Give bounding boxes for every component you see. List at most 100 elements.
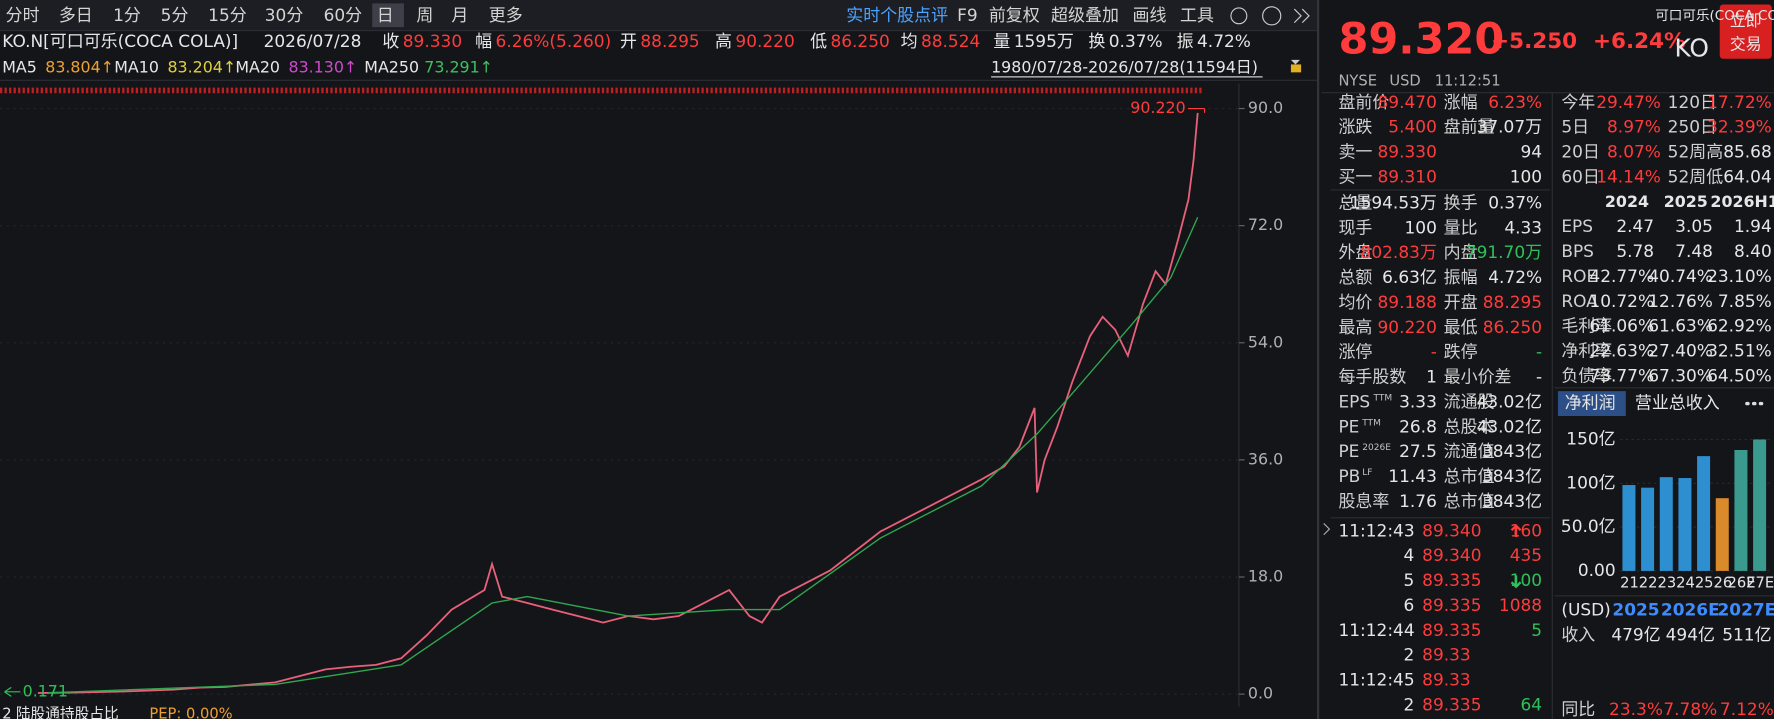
period-tab[interactable]: 多日 [59, 5, 93, 25]
bar [1659, 477, 1673, 571]
cell-value: 3843亿 [1482, 466, 1542, 486]
cell-value: 37.07万 [1477, 117, 1543, 137]
fin-value: 73.77% [1589, 365, 1654, 385]
button-label: 立即 [1730, 11, 1762, 30]
period-tab[interactable]: 分时 [6, 5, 40, 25]
field-label: 均 [901, 31, 918, 51]
collapse-icon[interactable] [1293, 8, 1310, 24]
active-tab-bg [1557, 391, 1626, 417]
forecast-value: 7.78% [1663, 699, 1717, 719]
period-tab[interactable]: 日 [377, 5, 394, 25]
tick-price: 89.335 [1422, 620, 1481, 640]
period-tab[interactable]: 更多 [489, 5, 523, 25]
tick-arrow [1510, 575, 1522, 589]
period-tab[interactable]: 60分 [324, 5, 363, 25]
perf-value: 17.72% [1707, 92, 1772, 112]
tool-button[interactable]: 画线 [1133, 5, 1167, 25]
cell-value: 802.83万 [1361, 242, 1437, 262]
cell-value: 89.310 [1378, 166, 1437, 186]
footer-value: PEP: 0.00% [149, 705, 232, 719]
cell-value: 3.33 [1399, 391, 1437, 411]
forecast-value: 494亿 [1666, 624, 1715, 644]
cell-label: EPS [1338, 391, 1370, 411]
x-tick-label: 27E [1746, 574, 1774, 591]
period-tab[interactable]: 月 [451, 5, 468, 25]
dropdown-icon[interactable] [1290, 59, 1300, 65]
symbol: KO.N[可口可乐(COCA COLA)] [2, 31, 238, 51]
fin-header: 2024 [1605, 192, 1649, 211]
cell-label: 总额 [1338, 267, 1372, 287]
lock-icon[interactable] [1290, 64, 1302, 73]
forecast-value: 23.3% [1609, 699, 1663, 719]
forecast-header: 2027E [1717, 599, 1774, 619]
fin-value: 5.78 [1616, 241, 1654, 261]
cell-value: - [1536, 342, 1542, 362]
cell-value: 90.220 [1378, 317, 1437, 337]
tick-time: 11:12:44 [1338, 620, 1414, 640]
bar [1734, 449, 1748, 571]
cell-label: 卖一 [1338, 142, 1372, 162]
perf-value: 14.14% [1596, 166, 1661, 186]
cell-value: 3843亿 [1482, 441, 1542, 461]
fin-value: 12.76% [1648, 291, 1713, 311]
chart-tab[interactable]: 营业总收入 [1635, 393, 1720, 413]
cell-value: 1.76 [1399, 491, 1437, 511]
cell-label: 换手 [1444, 192, 1478, 212]
fin-label: 净利率 [1561, 341, 1612, 361]
field-value: 1595万 [1014, 31, 1074, 51]
tick-volume: 64 [1521, 694, 1543, 714]
tick-time: 6 [1403, 595, 1414, 615]
low-arrow [4, 686, 21, 697]
tool-button[interactable]: F9 [957, 5, 978, 25]
expand-arrow[interactable] [1323, 523, 1331, 536]
x-tick-label: 26 [1713, 574, 1732, 591]
fin-header: 2026H1 [1710, 192, 1774, 211]
y-tick-label: 72.0 [1248, 215, 1283, 234]
tick-arrow [1510, 524, 1522, 537]
tool-button[interactable]: 工具 [1180, 5, 1214, 25]
period-tab[interactable]: 30分 [265, 5, 304, 25]
date-range[interactable]: 1980/07/28-2026/07/28(11594日) [991, 57, 1258, 76]
fin-label: EPS [1561, 216, 1593, 236]
tick-price: 89.335 [1422, 595, 1481, 615]
tool-button[interactable]: 前复权 [989, 5, 1040, 25]
period-tab[interactable]: 15分 [208, 5, 247, 25]
button-label: 交易 [1730, 35, 1762, 54]
cell-label: PE [1338, 416, 1359, 436]
cell-value: 6.23% [1488, 92, 1542, 112]
tick-time: 5 [1403, 570, 1414, 590]
cell-label: 每手股数 [1338, 367, 1406, 387]
perf-value: 8.07% [1607, 142, 1661, 162]
fin-label: 毛利率 [1561, 316, 1612, 336]
cell-value: - [1431, 342, 1437, 362]
perf-label: 52周高 [1668, 142, 1724, 162]
x-tick-label: 24 [1676, 574, 1695, 591]
trade-button[interactable] [1719, 4, 1772, 59]
tool-button[interactable]: 实时个股点评 [846, 5, 948, 25]
tool-button[interactable]: 超级叠加 [1051, 5, 1119, 25]
cell-label: 外盘 [1338, 242, 1372, 262]
period-tab[interactable]: 周 [416, 5, 433, 25]
forecast-value: 479亿 [1611, 624, 1660, 644]
perf-label: 今年 [1561, 92, 1595, 112]
tick-time: 2 [1403, 645, 1414, 665]
period-tab[interactable]: 5分 [161, 5, 189, 25]
cell-value: - [1536, 367, 1542, 387]
settings-icon[interactable] [1230, 7, 1248, 25]
cell-label: 内盘 [1444, 242, 1478, 262]
forecast-header: 2026E [1661, 599, 1720, 619]
superscript: LF [1362, 468, 1372, 478]
cell-value: 43.02亿 [1477, 416, 1543, 436]
help-icon[interactable] [1262, 6, 1282, 26]
fin-value: 27.40% [1648, 341, 1713, 361]
perf-label: 52周低 [1668, 166, 1724, 186]
fin-value: 1.94 [1734, 216, 1772, 236]
field-label: 低 [810, 31, 827, 51]
fin-value: 23.10% [1707, 266, 1772, 286]
period-tab[interactable]: 1分 [113, 5, 141, 25]
chart-tab[interactable]: 净利润 [1565, 393, 1616, 413]
forecast-header: 2025 [1612, 599, 1659, 619]
bar [1641, 487, 1655, 571]
